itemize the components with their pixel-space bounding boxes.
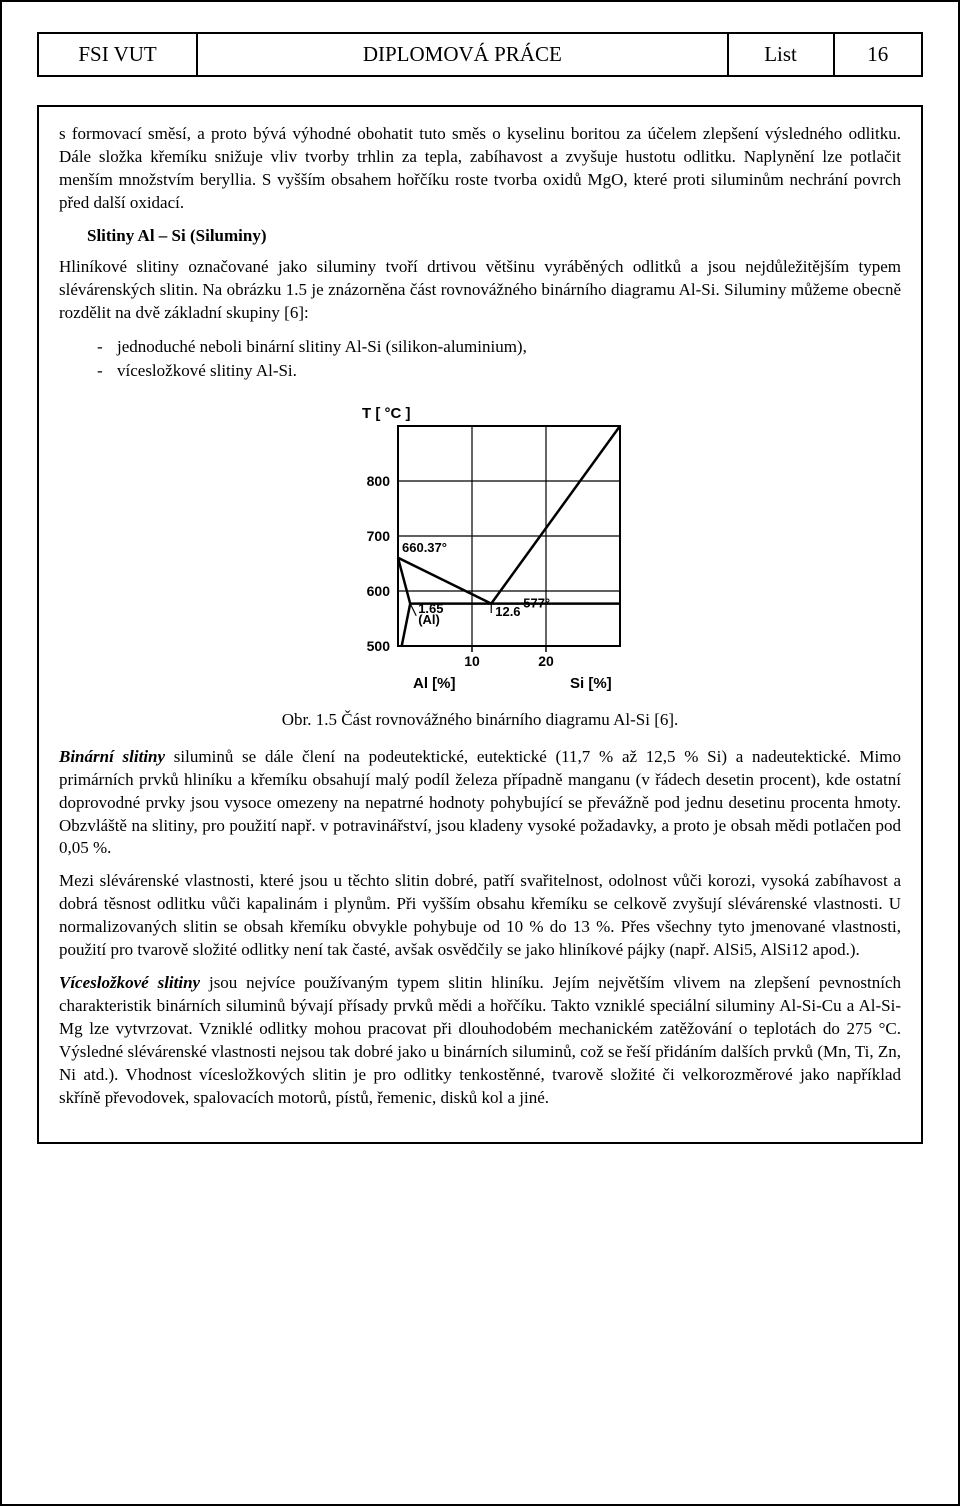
figure-caption: Obr. 1.5 Část rovnovážného binárního dia… <box>59 709 901 732</box>
svg-text:T [ °C ]: T [ °C ] <box>362 405 411 422</box>
header-list-label: List <box>728 33 834 76</box>
svg-text:600: 600 <box>367 583 391 599</box>
svg-text:577°: 577° <box>523 595 550 610</box>
body-frame: s formovací směsí, a proto bývá výhodné … <box>37 105 923 1144</box>
intro-paragraph: s formovací směsí, a proto bývá výhodné … <box>59 123 901 215</box>
phase-diagram-svg: 500 600 700 800 10 20 T [ °C ] Al [%] Si [%] 660.… <box>320 396 640 696</box>
svg-text:10: 10 <box>464 653 480 669</box>
paragraph-binary-alloys: Binární slitiny siluminů se dále člení n… <box>59 746 901 861</box>
svg-text:700: 700 <box>367 528 391 544</box>
header-title: DIPLOMOVÁ PRÁCE <box>197 33 727 76</box>
rest-binary: siluminů se dále člení na podeutektické,… <box>59 747 901 858</box>
paragraph-foundry-props: Mezi slévárenské vlastnosti, které jsou … <box>59 870 901 962</box>
svg-text:660.37°: 660.37° <box>402 540 447 555</box>
svg-text:800: 800 <box>367 473 391 489</box>
svg-text:(Al): (Al) <box>418 612 440 627</box>
paragraph-multicomponent: Vícesložkové slitiny jsou nejvíce použív… <box>59 972 901 1110</box>
svg-text:12.6: 12.6 <box>495 604 520 619</box>
svg-text:500: 500 <box>367 638 391 654</box>
header-page-number: 16 <box>834 33 922 76</box>
svg-text:20: 20 <box>538 653 554 669</box>
page-frame: FSI VUT DIPLOMOVÁ PRÁCE List 16 s formov… <box>0 0 960 1506</box>
lead-multi: Vícesložkové slitiny <box>59 973 200 992</box>
list-item: vícesložkové slitiny Al-Si. <box>97 359 901 384</box>
header-table: FSI VUT DIPLOMOVÁ PRÁCE List 16 <box>37 32 923 77</box>
rest-multi: jsou nejvíce používaným typem slitin hli… <box>59 973 901 1107</box>
paragraph-silumin-intro: Hliníkové slitiny označované jako silumi… <box>59 256 901 325</box>
svg-text:Si [%]: Si [%] <box>570 675 612 692</box>
bullet-list: jednoduché neboli binární slitiny Al-Si … <box>59 335 901 384</box>
subheading-siluminy: Slitiny Al – Si (Siluminy) <box>87 225 901 248</box>
svg-text:Al [%]: Al [%] <box>413 675 456 692</box>
phase-diagram-figure: 500 600 700 800 10 20 T [ °C ] Al [%] Si [%] 660.… <box>59 396 901 701</box>
lead-binary: Binární slitiny <box>59 747 165 766</box>
list-item: jednoduché neboli binární slitiny Al-Si … <box>97 335 901 360</box>
header-institution: FSI VUT <box>38 33 197 76</box>
